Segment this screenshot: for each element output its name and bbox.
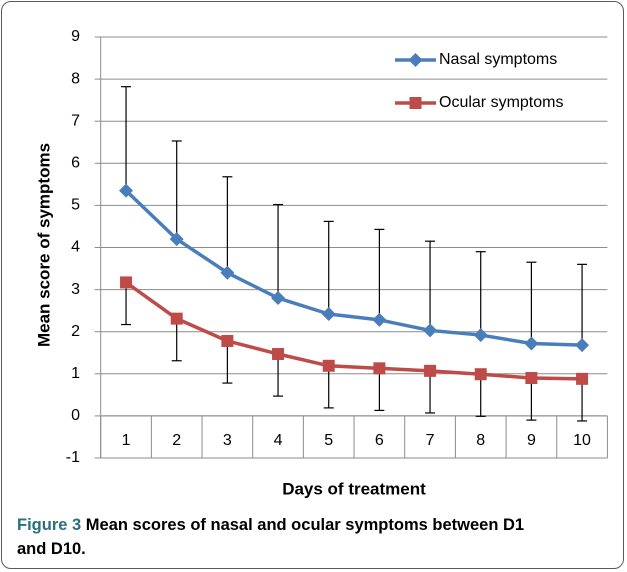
series-line (124, 189, 583, 347)
point (575, 338, 590, 353)
y-tick-label: 2 (71, 323, 80, 340)
x-tick-label: 9 (527, 432, 536, 449)
y-tick-label: 1 (71, 365, 80, 382)
caption-text: Mean scores of nasal and ocular symptoms… (17, 516, 525, 558)
legend-marker (408, 53, 423, 67)
point (576, 372, 589, 385)
x-axis-title: Days of treatment (282, 479, 426, 498)
y-tick-label: 3 (71, 281, 80, 298)
point (169, 232, 184, 247)
x-tick-label: 3 (223, 432, 232, 449)
point (170, 312, 183, 325)
x-tick-label: 10 (573, 432, 591, 449)
point (424, 364, 437, 377)
legend-label: Nasal symptoms (439, 51, 557, 68)
caption-label: Figure 3 (17, 516, 82, 534)
x-tick-label: 6 (375, 432, 384, 449)
y-tick-label: 9 (71, 28, 80, 45)
point (473, 328, 488, 343)
x-tick-label: 8 (476, 432, 485, 449)
x-tick-label: 4 (274, 432, 283, 449)
point (372, 312, 387, 327)
legend-marker (409, 97, 422, 109)
x-tick-label: 5 (324, 432, 333, 449)
point (321, 307, 336, 322)
y-tick-label: 4 (71, 239, 80, 256)
series-line (125, 281, 583, 381)
point (525, 372, 538, 385)
y-tick-label: -1 (66, 449, 80, 466)
legend-label: Ocular symptoms (439, 94, 563, 111)
y-axis-title: Mean score of symptoms (34, 143, 53, 347)
y-tick-label: 8 (71, 70, 80, 87)
point (221, 334, 234, 347)
y-tick-label: 0 (71, 407, 80, 424)
point (272, 348, 285, 361)
point (120, 276, 133, 289)
y-tick-label: 6 (71, 155, 80, 172)
y-tick-label: 7 (71, 112, 80, 129)
y-tick-label: 5 (71, 197, 80, 214)
point (373, 362, 386, 375)
x-tick-label: 2 (172, 432, 181, 449)
x-tick-label: 7 (426, 432, 435, 449)
point (271, 291, 286, 306)
point (524, 336, 539, 351)
point (220, 265, 235, 280)
point (474, 368, 487, 381)
point (322, 359, 335, 372)
point (119, 183, 134, 198)
x-tick-label: 1 (122, 432, 131, 449)
caption: Figure 3 Mean scores of nasal and ocular… (17, 513, 537, 561)
point (423, 323, 438, 338)
